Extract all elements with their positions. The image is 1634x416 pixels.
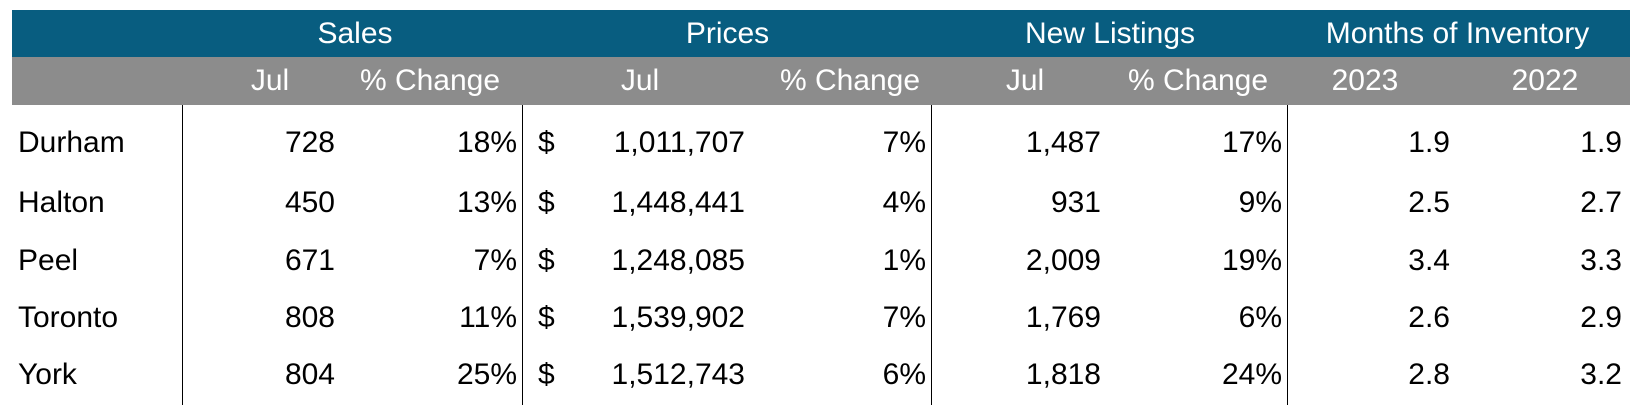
subheader-inventory-2023: 2023 [1331,64,1399,97]
price-change-value: 6% [882,358,926,391]
subheader-listings-change: % Change [1127,64,1269,97]
price-change-value: 7% [882,126,926,159]
subheader-listings-jul: Jul [1005,64,1045,97]
listings-change-value: 17% [1221,126,1282,159]
subheader-inventory-2022: 2022 [1511,64,1579,97]
inventory-2022-value: 2.7 [1580,186,1622,219]
listings-change-value: 19% [1221,244,1282,277]
region-name: Toronto [18,301,119,334]
listings-value: 931 [1050,186,1101,219]
inventory-2023-value: 2.8 [1408,358,1450,391]
listings-change-value: 6% [1238,301,1282,334]
group-header-sales: Sales [317,17,393,50]
currency-symbol: $ [538,126,555,159]
inventory-2022-value: 1.9 [1580,126,1622,159]
price-change-value: 1% [882,244,926,277]
subheader-sales-jul: Jul [250,64,290,97]
listings-value: 2,009 [1025,244,1101,277]
sales-change-value: 11% [459,301,517,334]
currency-symbol: $ [538,186,555,219]
subheader-sales-change: % Change [359,64,501,97]
listings-change-value: 9% [1238,186,1282,219]
currency-symbol: $ [538,301,555,334]
currency-symbol: $ [538,358,555,391]
column-divider [522,105,523,405]
inventory-2022-value: 2.9 [1580,301,1622,334]
listings-value: 1,769 [1025,301,1101,334]
group-header-bar [12,10,1630,57]
sales-value: 808 [284,301,335,334]
sales-change-value: 25% [456,358,517,391]
sales-change-value: 13% [456,186,517,219]
sales-value: 728 [284,126,335,159]
sales-value: 671 [284,244,335,277]
price-value: 1,512,743 [611,358,745,391]
column-header-bar [12,57,1630,105]
group-header-new-listings: New Listings [1024,17,1196,50]
listings-value: 1,487 [1025,126,1101,159]
group-header-months-of-inventory: Months of Inventory [1325,17,1590,50]
column-divider [931,105,932,405]
inventory-2023-value: 2.5 [1408,186,1450,219]
sales-value: 804 [284,358,335,391]
price-change-value: 7% [882,301,926,334]
region-name: York [18,358,77,391]
sales-change-value: 7% [473,244,517,277]
region-name: Peel [18,244,79,277]
inventory-2022-value: 3.2 [1580,358,1622,391]
listings-change-value: 24% [1221,358,1282,391]
price-value: 1,448,441 [611,186,745,219]
price-value: 1,539,902 [611,301,745,334]
sales-value: 450 [284,186,335,219]
inventory-2023-value: 3.4 [1408,244,1450,277]
inventory-2022-value: 3.3 [1580,244,1622,277]
price-value: 1,248,085 [611,244,745,277]
currency-symbol: $ [538,244,555,277]
sales-change-value: 18% [456,126,517,159]
subheader-prices-change: % Change [779,64,921,97]
listings-value: 1,818 [1025,358,1101,391]
price-value: 1,011,707 [613,126,745,159]
subheader-prices-jul: Jul [620,64,660,97]
inventory-2023-value: 1.9 [1408,126,1450,159]
region-name: Durham [18,126,125,159]
inventory-2023-value: 2.6 [1408,301,1450,334]
region-name: Halton [18,186,105,219]
column-divider [1287,105,1288,405]
column-divider [182,105,183,405]
group-header-prices: Prices [685,17,770,50]
price-change-value: 4% [882,186,926,219]
